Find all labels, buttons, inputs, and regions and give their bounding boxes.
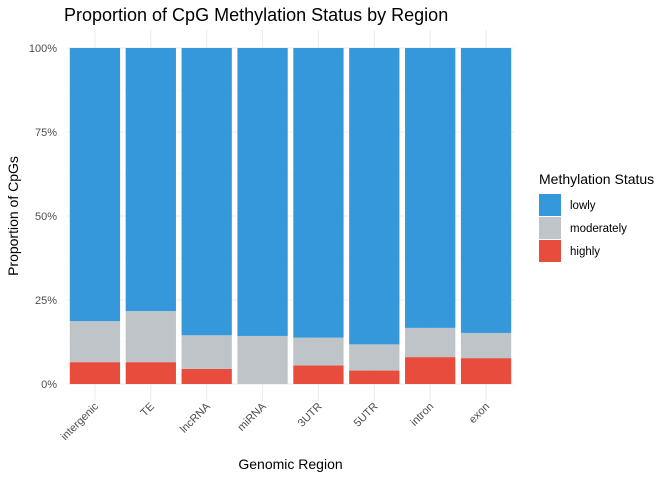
bar-segment-lowly-TE [125, 48, 176, 312]
bar-segment-highly-TE [125, 362, 176, 384]
bar-segment-moderately-TE [125, 311, 176, 363]
x-tick-label-exon: exon [467, 401, 492, 426]
legend-key-lowly [539, 194, 561, 216]
bar-segment-moderately-intron [405, 327, 456, 358]
y-axis-title: Proportion of CpGs [5, 156, 21, 276]
bar-segment-highly-lncRNA [181, 368, 232, 384]
legend-label-lowly: lowly [570, 200, 596, 212]
x-axis-title: Genomic Region [238, 456, 342, 472]
x-tick-label-intron: intron [408, 401, 436, 429]
bar-segment-lowly-intron [405, 48, 456, 328]
bar-segment-lowly-3UTR [293, 48, 344, 338]
x-axis-ticks: intergenic TE lncRNA miRNA 3UTR 5UTR intron exo… [59, 400, 492, 443]
y-tick-label: 0% [41, 379, 57, 391]
bar-segment-lowly-intergenic [69, 48, 121, 322]
y-tick-label: 75% [35, 127, 57, 139]
y-tick-label: 25% [35, 295, 57, 307]
bar-segment-lowly-exon [460, 48, 512, 333]
bar-segment-lowly-miRNA [237, 48, 288, 336]
legend: Methylation Status lowly moderately highly [539, 171, 654, 262]
bars [69, 48, 512, 384]
legend-key-highly [539, 240, 561, 262]
x-tick-label-TE: TE [139, 401, 157, 419]
chart-title: Proportion of CpG Methylation Status by … [64, 5, 448, 25]
x-tick-label-intergenic: intergenic [59, 400, 102, 443]
bar-segment-lowly-5UTR [349, 48, 400, 345]
bar-segment-moderately-3UTR [293, 337, 344, 366]
bar-segment-moderately-exon [460, 332, 512, 359]
y-tick-label: 50% [35, 211, 57, 223]
y-tick-label: 100% [29, 43, 57, 55]
bar-segment-highly-exon [460, 358, 512, 384]
bar-segment-moderately-lncRNA [181, 335, 232, 369]
x-tick-label-lncRNA: lncRNA [178, 400, 213, 435]
bar-segment-highly-intergenic [69, 362, 121, 384]
legend-label-moderately: moderately [570, 223, 627, 235]
bar-segment-highly-5UTR [349, 370, 400, 384]
bar-segment-lowly-lncRNA [181, 48, 232, 336]
bar-segment-moderately-5UTR [349, 344, 400, 371]
y-axis-ticks: 0% 25% 50% 75% 100% [29, 43, 57, 391]
legend-title: Methylation Status [539, 171, 654, 187]
bar-segment-highly-intron [405, 357, 456, 384]
x-tick-label-miRNA: miRNA [236, 400, 270, 434]
bar-segment-highly-3UTR [293, 365, 344, 384]
x-tick-label-5UTR: 5UTR [352, 401, 381, 430]
legend-label-highly: highly [570, 246, 600, 258]
legend-key-moderately [539, 217, 561, 239]
bar-segment-moderately-intergenic [69, 321, 121, 363]
bar-segment-moderately-miRNA [237, 335, 288, 384]
x-tick-label-3UTR: 3UTR [296, 401, 325, 430]
